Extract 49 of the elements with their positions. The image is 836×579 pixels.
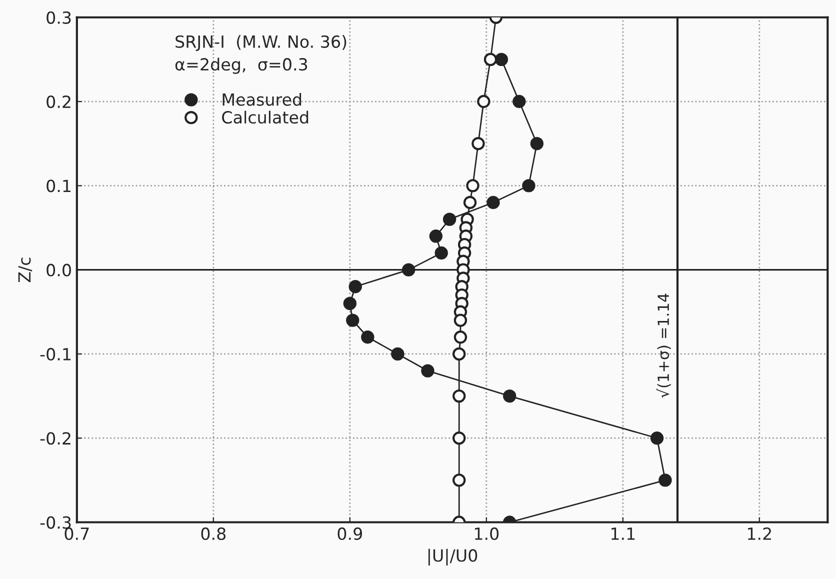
y-tick-label: 0.1 xyxy=(46,180,71,192)
y-tick-label: -0.3 xyxy=(40,516,71,529)
point xyxy=(477,94,490,108)
x-tick-label: 1.2 xyxy=(748,527,771,540)
point xyxy=(361,330,374,344)
point xyxy=(452,474,466,487)
legend-label: Measured xyxy=(222,92,302,106)
point xyxy=(452,347,466,361)
point xyxy=(522,179,536,192)
ref-line-label: √(1+σ) =1.14 xyxy=(656,294,671,398)
legend-label: Calculated xyxy=(222,110,308,124)
point xyxy=(452,389,466,403)
point xyxy=(658,474,672,487)
x-tick-label: 1.1 xyxy=(611,528,635,540)
point xyxy=(452,432,466,445)
point xyxy=(494,52,508,66)
y-axis-title: Z/c xyxy=(18,258,32,282)
point xyxy=(348,280,362,294)
x-tick-label: 0.8 xyxy=(201,527,226,540)
x-tick-label: 0.9 xyxy=(338,527,362,540)
point xyxy=(391,347,404,361)
x-tick-label: 0.7 xyxy=(64,527,89,540)
y-tick-label: 0.3 xyxy=(46,11,71,24)
annotation: α=2deg, σ=0.3 xyxy=(175,58,308,74)
y-tick-label: -0.1 xyxy=(40,348,71,361)
point xyxy=(454,330,468,344)
point xyxy=(503,389,516,403)
point xyxy=(434,246,448,260)
point xyxy=(484,52,498,66)
point xyxy=(442,212,456,226)
point xyxy=(486,196,500,210)
point xyxy=(512,94,526,108)
x-tick-label: 1.0 xyxy=(474,527,499,540)
x-axis-title: |U|/U0 xyxy=(428,548,478,566)
point xyxy=(402,263,416,276)
point xyxy=(346,314,360,327)
point xyxy=(466,179,480,192)
y-tick-label: -0.2 xyxy=(40,432,70,445)
point xyxy=(454,314,468,327)
point xyxy=(429,230,442,243)
annotation: SRJN-I (M.W. No. 36) xyxy=(176,35,346,52)
point xyxy=(463,196,477,210)
y-tick-label: 0.2 xyxy=(46,95,70,108)
y-tick-label: 0.0 xyxy=(46,264,71,276)
point xyxy=(421,364,434,378)
point xyxy=(343,296,357,310)
point xyxy=(650,432,664,445)
point xyxy=(530,136,544,150)
point xyxy=(472,136,485,150)
